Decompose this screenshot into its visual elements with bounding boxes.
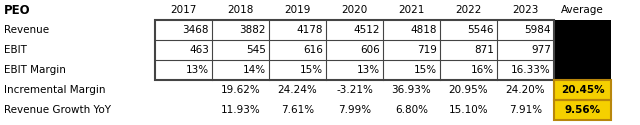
Text: 13%: 13%: [357, 65, 380, 75]
Text: 19.62%: 19.62%: [221, 85, 260, 95]
Text: EBIT Margin: EBIT Margin: [4, 65, 66, 75]
Text: Revenue Growth YoY: Revenue Growth YoY: [4, 105, 111, 115]
Text: 7.61%: 7.61%: [281, 105, 314, 115]
Text: 5984: 5984: [525, 25, 551, 35]
Bar: [554, 80, 611, 100]
Text: 11.93%: 11.93%: [221, 105, 260, 115]
Text: EBIT: EBIT: [4, 45, 27, 55]
Text: 606: 606: [360, 45, 380, 55]
Text: Incremental Margin: Incremental Margin: [4, 85, 106, 95]
Text: -3.21%: -3.21%: [336, 85, 373, 95]
Text: 24.24%: 24.24%: [278, 85, 317, 95]
Bar: [554, 60, 611, 80]
Text: 2018: 2018: [227, 5, 253, 15]
Text: 4818: 4818: [410, 25, 437, 35]
Bar: [554, 100, 611, 120]
Text: 9.56%: 9.56%: [564, 105, 600, 115]
Text: 14%: 14%: [243, 65, 266, 75]
Text: 2021: 2021: [398, 5, 425, 15]
Text: 463: 463: [189, 45, 209, 55]
Text: 16.33%: 16.33%: [511, 65, 551, 75]
Text: 20.95%: 20.95%: [449, 85, 488, 95]
Text: 2020: 2020: [341, 5, 367, 15]
Text: 6.80%: 6.80%: [395, 105, 428, 115]
Text: 7.91%: 7.91%: [509, 105, 542, 115]
Text: 16%: 16%: [471, 65, 494, 75]
Text: 13%: 13%: [186, 65, 209, 75]
Text: 719: 719: [417, 45, 437, 55]
Text: 3468: 3468: [182, 25, 209, 35]
Text: 36.93%: 36.93%: [392, 85, 431, 95]
Text: 15%: 15%: [414, 65, 437, 75]
Bar: [554, 80, 611, 100]
Text: Average: Average: [561, 5, 604, 15]
Text: 4512: 4512: [353, 25, 380, 35]
Text: 15%: 15%: [300, 65, 323, 75]
Text: 2019: 2019: [284, 5, 310, 15]
Text: 7.99%: 7.99%: [338, 105, 371, 115]
Text: 977: 977: [531, 45, 551, 55]
Bar: [554, 40, 611, 60]
Text: 616: 616: [303, 45, 323, 55]
Text: 5546: 5546: [467, 25, 494, 35]
Text: PEO: PEO: [4, 4, 31, 16]
Bar: [554, 20, 611, 40]
Text: 545: 545: [246, 45, 266, 55]
Text: Revenue: Revenue: [4, 25, 49, 35]
Text: 20.45%: 20.45%: [561, 85, 604, 95]
Text: 3882: 3882: [239, 25, 266, 35]
Text: 2017: 2017: [170, 5, 196, 15]
Text: 2023: 2023: [512, 5, 539, 15]
Text: 2022: 2022: [455, 5, 482, 15]
Bar: [554, 100, 611, 120]
Text: 15.10%: 15.10%: [449, 105, 488, 115]
Text: 4178: 4178: [296, 25, 323, 35]
Bar: [155, 20, 554, 80]
Text: 871: 871: [474, 45, 494, 55]
Text: 24.20%: 24.20%: [506, 85, 545, 95]
